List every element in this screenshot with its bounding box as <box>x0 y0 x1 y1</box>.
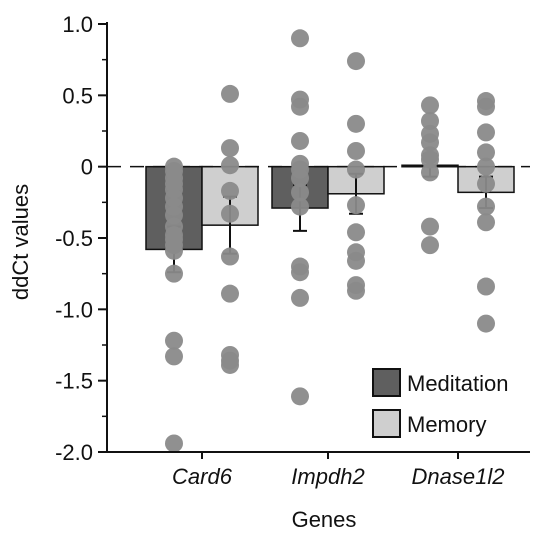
data-point <box>291 97 309 116</box>
data-point <box>165 264 183 283</box>
data-point <box>221 204 239 223</box>
data-point <box>347 160 365 179</box>
y-tick-label: -1.0 <box>55 297 93 322</box>
data-point <box>477 314 495 333</box>
data-point <box>291 183 309 202</box>
data-point <box>221 247 239 266</box>
x-tick-label: Dnase1l2 <box>412 464 505 489</box>
y-axis-title: ddCt values <box>8 184 33 300</box>
data-point <box>421 133 439 152</box>
data-point <box>477 97 495 116</box>
data-point <box>347 281 365 300</box>
data-point <box>347 141 365 160</box>
data-point <box>421 112 439 131</box>
legend-swatch-meditation <box>372 368 401 397</box>
data-point <box>477 213 495 232</box>
data-point <box>421 236 439 255</box>
data-point <box>221 355 239 374</box>
data-point <box>477 123 495 142</box>
data-point <box>291 29 309 48</box>
y-tick-label: -1.5 <box>55 369 93 394</box>
data-point <box>347 52 365 71</box>
data-point <box>291 197 309 216</box>
legend-label-memory: Memory <box>407 412 486 437</box>
data-point <box>291 288 309 307</box>
data-point <box>347 196 365 215</box>
data-point <box>291 387 309 406</box>
data-point <box>477 143 495 162</box>
data-point <box>291 169 309 188</box>
x-tick-label: Impdh2 <box>291 464 364 489</box>
data-point <box>477 277 495 296</box>
data-point <box>165 347 183 366</box>
data-point <box>291 263 309 282</box>
data-point <box>165 241 183 260</box>
data-point <box>221 139 239 158</box>
y-tick-label: -0.5 <box>55 226 93 251</box>
data-point <box>221 156 239 175</box>
axes-layer: 1.0 0.5 0 -0.5 -1.0 -1.5 -2.0 Card6 Impdh2 Dnase1… <box>55 12 530 489</box>
data-point <box>165 331 183 350</box>
x-axis-title: Genes <box>292 507 357 532</box>
data-point <box>477 157 495 176</box>
data-point <box>347 251 365 270</box>
data-point <box>221 284 239 303</box>
data-point <box>221 84 239 103</box>
y-tick-label: -2.0 <box>55 440 93 465</box>
y-tick-label: 0 <box>81 155 93 180</box>
data-point <box>477 197 495 216</box>
x-tick-label: Card6 <box>172 464 233 489</box>
points-layer <box>165 29 495 453</box>
bars-layer <box>145 164 515 251</box>
data-point <box>347 223 365 242</box>
y-tick-label: 0.5 <box>62 83 93 108</box>
data-point <box>347 114 365 133</box>
data-point <box>477 174 495 193</box>
data-point <box>421 217 439 236</box>
legend-swatch-memory <box>372 409 401 438</box>
data-point <box>165 434 183 453</box>
data-point <box>291 131 309 150</box>
y-tick-label: 1.0 <box>62 12 93 37</box>
data-point <box>221 181 239 200</box>
data-point <box>421 96 439 115</box>
legend: Meditation Memory <box>372 368 509 438</box>
data-point <box>421 163 439 182</box>
legend-label-meditation: Meditation <box>407 371 509 396</box>
data-point <box>421 150 439 169</box>
